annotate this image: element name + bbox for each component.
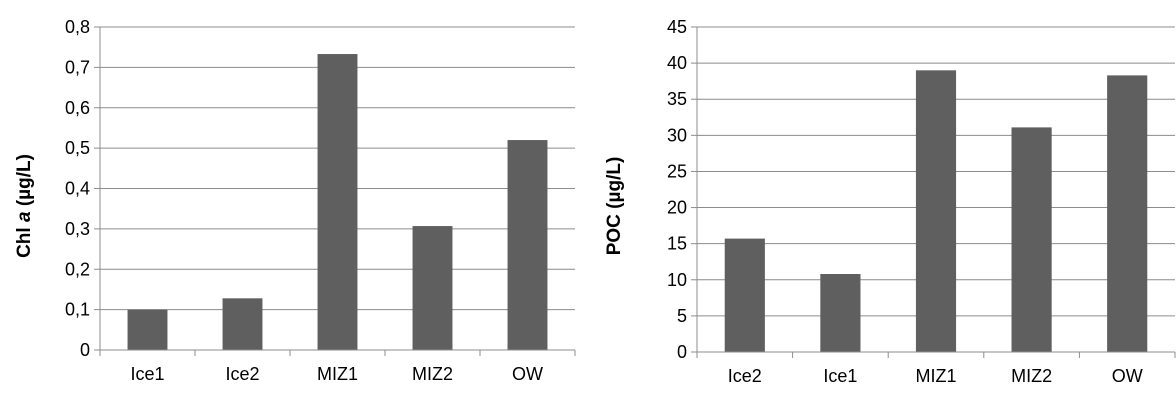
chl-a-bar-chart: 0 0,1 0,2 0,3 0,4 0,5 0,6 0,7 0,8 Ice1 Ice2 MIZ1 MI… (14, 17, 576, 384)
poc-bar-chart: 0 5 10 15 20 25 30 35 40 45 Ice2 Ice1 MIZ1 MIZ2 OW PO… (604, 17, 1176, 386)
bar-miz2 (1011, 127, 1052, 352)
x-tick-label: Ice2 (225, 364, 259, 384)
y-tick-label: 0 (80, 340, 90, 360)
x-tick-label: Ice2 (728, 366, 762, 386)
x-tick-label: MIZ2 (412, 364, 453, 384)
x-tick-label: Ice1 (130, 364, 164, 384)
y-axis-label-italic: a (14, 211, 35, 222)
y-tick-label: 40 (667, 53, 687, 73)
bar-ice1 (127, 309, 168, 350)
y-axis-label-prefix: Chl (14, 222, 35, 258)
y-tick-label: 0,2 (65, 259, 90, 279)
y-axis-label-suffix: (µg/L) (14, 154, 35, 211)
y-tick-label: 25 (667, 161, 687, 181)
y-tick-label: 30 (667, 125, 687, 145)
y-tick-label: 45 (667, 17, 687, 37)
bar-ice2 (222, 298, 263, 350)
y-tick-label: 5 (677, 306, 687, 326)
y-tick-label: 0,7 (65, 57, 90, 77)
x-tick-label: OW (1112, 366, 1143, 386)
y-tick-label: 0,1 (65, 300, 90, 320)
bar-miz1 (317, 54, 358, 351)
bar-ow (507, 140, 548, 350)
x-tick-label: MIZ2 (1011, 366, 1052, 386)
x-tick-label: MIZ1 (915, 366, 956, 386)
y-tick-label: 0,5 (65, 138, 90, 158)
y-tick-label: 0,3 (65, 219, 90, 239)
y-tick-label: 35 (667, 89, 687, 109)
x-tick-label: MIZ1 (317, 364, 358, 384)
bar-ow (1107, 75, 1148, 352)
y-tick-label: 0,6 (65, 98, 90, 118)
bar-miz1 (915, 70, 957, 352)
bar-miz2 (412, 226, 453, 350)
y-tick-label: 0,4 (65, 179, 90, 199)
y-tick-label: 0 (677, 342, 687, 362)
y-axis-label: Chl a (µg/L) (14, 154, 35, 258)
y-tick-label: 0,8 (65, 17, 90, 37)
y-axis-label: POC (µg/L) (604, 157, 625, 256)
bar-ice2 (724, 238, 765, 352)
x-tick-label: OW (512, 364, 543, 384)
x-tick-label: Ice1 (823, 366, 857, 386)
y-tick-label: 20 (667, 198, 687, 218)
y-tick-label: 10 (667, 270, 687, 290)
bar-ice1 (820, 274, 861, 352)
y-tick-label: 15 (667, 234, 687, 254)
